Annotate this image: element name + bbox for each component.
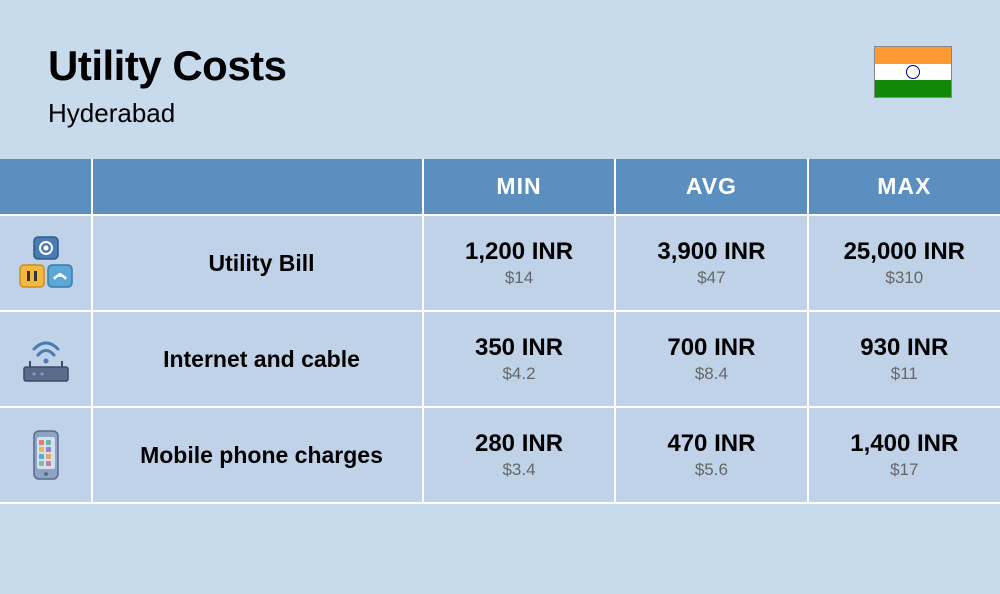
- row-label: Internet and cable: [92, 311, 423, 407]
- secondary-value: $47: [616, 268, 806, 288]
- secondary-value: $3.4: [424, 460, 614, 480]
- header-avg: AVG: [615, 159, 807, 215]
- costs-table: MIN AVG MAX Utility Bill: [0, 159, 1000, 504]
- secondary-value: $14: [424, 268, 614, 288]
- cell-avg: 470 INR $5.6: [615, 407, 807, 503]
- secondary-value: $11: [809, 364, 1000, 384]
- page-title: Utility Costs: [48, 42, 287, 90]
- header-text-block: Utility Costs Hyderabad: [48, 42, 287, 129]
- header-icon-col: [0, 159, 92, 215]
- table-row: Mobile phone charges 280 INR $3.4 470 IN…: [0, 407, 1000, 503]
- phone-icon: [16, 427, 76, 483]
- phone-icon-cell: [0, 407, 92, 503]
- primary-value: 25,000 INR: [809, 238, 1000, 266]
- router-icon-cell: [0, 311, 92, 407]
- secondary-value: $17: [809, 460, 1000, 480]
- cell-max: 930 INR $11: [808, 311, 1000, 407]
- primary-value: 3,900 INR: [616, 238, 806, 266]
- primary-value: 1,400 INR: [809, 430, 1000, 458]
- header-min: MIN: [423, 159, 615, 215]
- secondary-value: $8.4: [616, 364, 806, 384]
- row-label: Utility Bill: [92, 215, 423, 311]
- secondary-value: $310: [809, 268, 1000, 288]
- cell-max: 1,400 INR $17: [808, 407, 1000, 503]
- table-row: Internet and cable 350 INR $4.2 700 INR …: [0, 311, 1000, 407]
- table-header-row: MIN AVG MAX: [0, 159, 1000, 215]
- cell-avg: 700 INR $8.4: [615, 311, 807, 407]
- flag-chakra: [906, 65, 920, 79]
- flag-saffron-stripe: [875, 47, 951, 64]
- primary-value: 280 INR: [424, 430, 614, 458]
- cell-min: 280 INR $3.4: [423, 407, 615, 503]
- secondary-value: $5.6: [616, 460, 806, 480]
- flag-white-stripe: [875, 64, 951, 81]
- secondary-value: $4.2: [424, 364, 614, 384]
- header-label-col: [92, 159, 423, 215]
- utility-icon-cell: [0, 215, 92, 311]
- flag-green-stripe: [875, 80, 951, 97]
- page-header: Utility Costs Hyderabad: [0, 0, 1000, 159]
- india-flag-icon: [874, 46, 952, 98]
- primary-value: 700 INR: [616, 334, 806, 362]
- cell-avg: 3,900 INR $47: [615, 215, 807, 311]
- primary-value: 470 INR: [616, 430, 806, 458]
- router-icon: [16, 331, 76, 387]
- page-subtitle: Hyderabad: [48, 98, 287, 129]
- cell-min: 1,200 INR $14: [423, 215, 615, 311]
- utility-icon: [16, 235, 76, 291]
- row-label: Mobile phone charges: [92, 407, 423, 503]
- table-row: Utility Bill 1,200 INR $14 3,900 INR $47…: [0, 215, 1000, 311]
- cell-max: 25,000 INR $310: [808, 215, 1000, 311]
- header-max: MAX: [808, 159, 1000, 215]
- primary-value: 1,200 INR: [424, 238, 614, 266]
- primary-value: 350 INR: [424, 334, 614, 362]
- primary-value: 930 INR: [809, 334, 1000, 362]
- cell-min: 350 INR $4.2: [423, 311, 615, 407]
